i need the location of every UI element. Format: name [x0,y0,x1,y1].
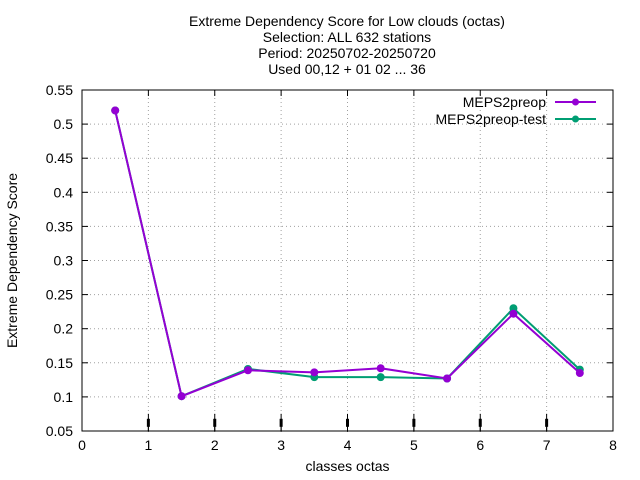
chart-title: Extreme Dependency Score for Low clouds … [189,13,505,77]
y-axis-label: Extreme Dependency Score [4,173,20,348]
x-tick-label: 8 [609,437,617,453]
y-tick-label: 0.3 [54,253,74,269]
error-bar-marker [545,418,549,427]
y-tick-label: 0.05 [46,423,73,439]
y-tick-label: 0.5 [54,116,74,132]
axis-ticks: 0 1 2 3 4 5 6 7 8 0.05 0.1 0.15 0.2 0.25 0.3 0.35 0.4 0.4… [46,82,617,453]
data-point [376,373,385,382]
x-tick-label: 5 [410,437,418,453]
error-bar-marker [346,418,349,427]
x-tick-label: 1 [144,437,152,453]
series-line-1 [114,110,581,398]
error-bars [146,413,549,432]
data-point [376,364,385,373]
y-tick-label: 0.2 [54,321,74,337]
legend-label: MEPS2preop [463,94,546,110]
data-point [443,374,452,383]
legend-marker [572,115,579,123]
title-line-4: Used 00,12 + 01 02 ... 36 [268,61,426,77]
y-tick-label: 0.25 [46,287,73,303]
x-axis-label: classes octas [305,458,389,474]
y-tick-label: 0.1 [54,389,74,405]
error-bar-marker [213,418,217,427]
x-tick-label: 0 [78,437,86,453]
x-tick-label: 6 [476,437,484,453]
grid [82,90,613,431]
y-tick-label: 0.15 [46,355,73,371]
data-point [243,366,252,375]
data-point [575,369,584,378]
error-bar-marker [478,418,482,427]
title-line-3: Period: 20250702-20250720 [258,45,436,61]
error-bar-marker [412,418,416,427]
error-bar-marker [146,418,150,427]
title-line-2: Selection: ALL 632 stations [263,29,431,45]
data-point [177,392,186,401]
legend-marker [572,98,579,106]
series-line-0 [114,110,581,398]
x-tick-label: 3 [277,437,285,453]
x-tick-label: 2 [211,437,219,453]
data-point [310,368,319,377]
plot-frame [81,89,614,432]
data-point [509,309,518,318]
y-tick-label: 0.35 [46,218,73,234]
y-tick-label: 0.45 [46,150,73,166]
x-tick-label: 4 [344,437,352,453]
y-tick-label: 0.4 [54,184,74,200]
x-tick-label: 7 [543,437,551,453]
legend-label: MEPS2preop-test [436,111,547,127]
series [111,106,584,401]
data-point [111,106,120,115]
title-line-1: Extreme Dependency Score for Low clouds … [189,13,505,29]
error-bar-marker [279,418,283,427]
y-tick-label: 0.55 [46,82,73,98]
